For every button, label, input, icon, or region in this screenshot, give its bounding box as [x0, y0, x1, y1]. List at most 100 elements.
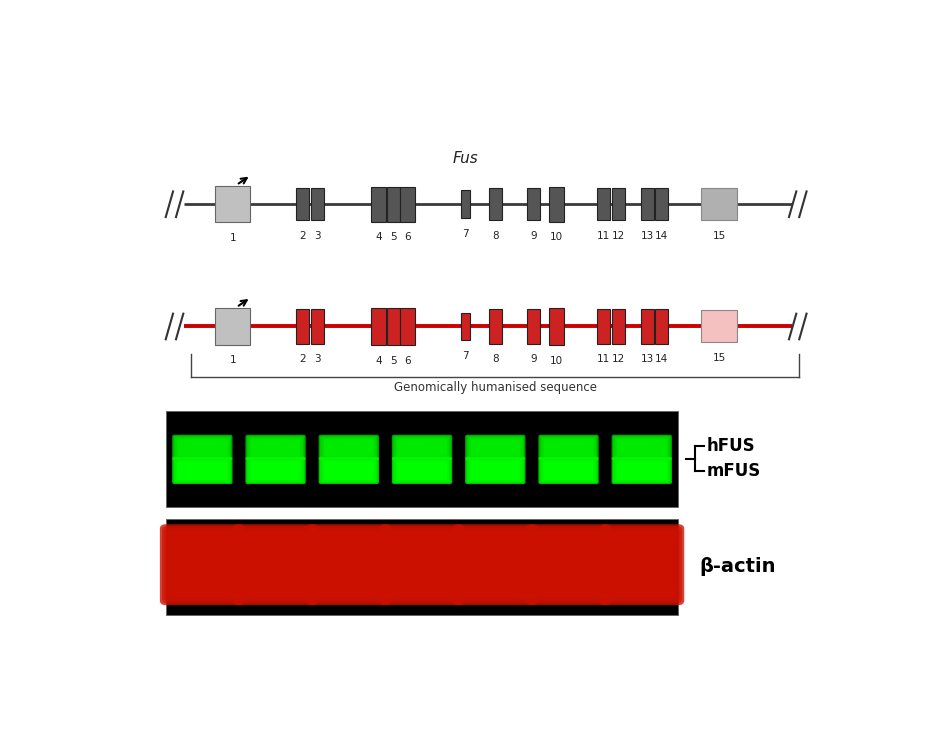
FancyBboxPatch shape — [392, 457, 452, 484]
FancyBboxPatch shape — [454, 526, 535, 603]
FancyBboxPatch shape — [613, 458, 670, 483]
Text: 7: 7 — [462, 228, 468, 239]
Text: 13: 13 — [640, 355, 653, 364]
Bar — [488, 188, 501, 220]
Bar — [295, 309, 309, 344]
Text: mFUS: mFUS — [706, 463, 761, 480]
FancyBboxPatch shape — [237, 528, 313, 602]
FancyBboxPatch shape — [381, 526, 462, 603]
Bar — [527, 309, 540, 344]
Bar — [387, 187, 400, 222]
Text: 7: 7 — [462, 351, 468, 361]
Text: 4: 4 — [375, 356, 381, 366]
FancyBboxPatch shape — [324, 439, 373, 456]
FancyBboxPatch shape — [322, 460, 375, 481]
Bar — [612, 188, 625, 220]
FancyBboxPatch shape — [457, 528, 532, 602]
Bar — [597, 309, 610, 344]
Bar — [640, 309, 653, 344]
Text: 13: 13 — [640, 231, 653, 240]
FancyBboxPatch shape — [615, 438, 667, 457]
Bar — [400, 187, 414, 222]
FancyBboxPatch shape — [396, 438, 447, 457]
FancyBboxPatch shape — [394, 437, 449, 458]
FancyBboxPatch shape — [611, 435, 671, 460]
FancyBboxPatch shape — [396, 439, 447, 456]
Bar — [371, 187, 385, 222]
Bar — [400, 308, 414, 345]
Bar — [612, 309, 625, 344]
FancyBboxPatch shape — [246, 435, 304, 459]
FancyBboxPatch shape — [526, 524, 611, 605]
Text: 9: 9 — [530, 355, 536, 364]
FancyBboxPatch shape — [379, 524, 464, 605]
Bar — [165, 519, 678, 615]
FancyBboxPatch shape — [174, 458, 231, 483]
FancyBboxPatch shape — [160, 524, 244, 605]
FancyBboxPatch shape — [543, 439, 593, 456]
FancyBboxPatch shape — [250, 439, 300, 456]
Bar — [527, 188, 540, 220]
FancyBboxPatch shape — [468, 438, 521, 457]
FancyBboxPatch shape — [176, 460, 228, 481]
Bar — [597, 188, 610, 220]
Text: 5: 5 — [390, 356, 396, 366]
FancyBboxPatch shape — [308, 526, 389, 603]
FancyBboxPatch shape — [322, 438, 375, 457]
FancyBboxPatch shape — [240, 529, 312, 600]
Text: 14: 14 — [654, 231, 667, 240]
FancyBboxPatch shape — [306, 524, 391, 605]
FancyBboxPatch shape — [540, 459, 596, 482]
Bar — [387, 308, 400, 345]
FancyBboxPatch shape — [452, 524, 537, 605]
FancyBboxPatch shape — [611, 457, 671, 484]
FancyBboxPatch shape — [175, 459, 229, 482]
Text: 3: 3 — [314, 355, 321, 364]
FancyBboxPatch shape — [318, 435, 379, 460]
Text: 2: 2 — [299, 231, 306, 240]
FancyBboxPatch shape — [166, 529, 238, 600]
Bar — [311, 188, 324, 220]
Bar — [165, 411, 678, 507]
Bar — [700, 188, 736, 220]
FancyBboxPatch shape — [164, 528, 240, 602]
Text: 10: 10 — [549, 232, 563, 242]
FancyBboxPatch shape — [532, 529, 604, 600]
FancyBboxPatch shape — [393, 458, 450, 483]
FancyBboxPatch shape — [383, 528, 460, 602]
FancyBboxPatch shape — [168, 531, 236, 598]
FancyBboxPatch shape — [172, 457, 232, 484]
FancyBboxPatch shape — [607, 531, 675, 598]
Bar — [461, 312, 470, 340]
FancyBboxPatch shape — [247, 437, 303, 458]
Text: 3: 3 — [314, 231, 321, 240]
Text: 12: 12 — [612, 231, 625, 240]
FancyBboxPatch shape — [466, 435, 524, 459]
FancyBboxPatch shape — [466, 458, 524, 483]
FancyBboxPatch shape — [386, 529, 458, 600]
FancyBboxPatch shape — [394, 459, 449, 482]
FancyBboxPatch shape — [245, 435, 306, 460]
Text: 15: 15 — [712, 231, 725, 240]
FancyBboxPatch shape — [538, 435, 598, 460]
FancyBboxPatch shape — [598, 524, 683, 605]
FancyBboxPatch shape — [464, 435, 525, 460]
Bar — [548, 308, 564, 345]
FancyBboxPatch shape — [461, 531, 529, 598]
Bar — [548, 187, 564, 222]
Bar — [654, 188, 667, 220]
Bar — [461, 191, 470, 218]
Text: 8: 8 — [492, 231, 498, 240]
FancyBboxPatch shape — [467, 437, 522, 458]
Text: Genomically humanised sequence: Genomically humanised sequence — [394, 380, 597, 394]
FancyBboxPatch shape — [249, 438, 301, 457]
Bar — [700, 311, 736, 342]
FancyBboxPatch shape — [246, 458, 304, 483]
FancyBboxPatch shape — [247, 459, 303, 482]
Text: 11: 11 — [597, 231, 610, 240]
FancyBboxPatch shape — [320, 435, 378, 459]
FancyBboxPatch shape — [614, 459, 668, 482]
FancyBboxPatch shape — [468, 460, 521, 481]
Text: 9: 9 — [530, 231, 536, 240]
FancyBboxPatch shape — [396, 461, 447, 480]
